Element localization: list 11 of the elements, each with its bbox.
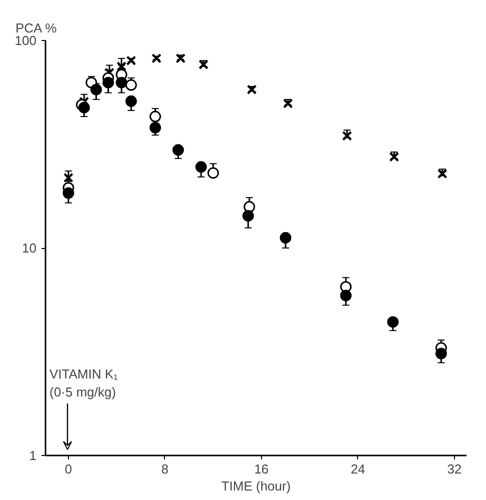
y-axis-title: PCA % [16, 20, 58, 36]
annotation: VITAMIN K₁ (0·5 mg/kg) [50, 366, 119, 400]
y-tick-label: 1 [29, 448, 37, 463]
x-tick-label: 0 [64, 462, 72, 476]
y-tick-label: 10 [22, 240, 37, 256]
y-tick-label: 100 [14, 33, 37, 48]
x-tick-label: 8 [161, 462, 169, 476]
x-axis-title: TIME (hour) [221, 478, 291, 494]
x-tick-label: 32 [447, 462, 462, 476]
x-tick-label: 16 [254, 462, 269, 476]
x-tick-label: 24 [350, 462, 366, 476]
